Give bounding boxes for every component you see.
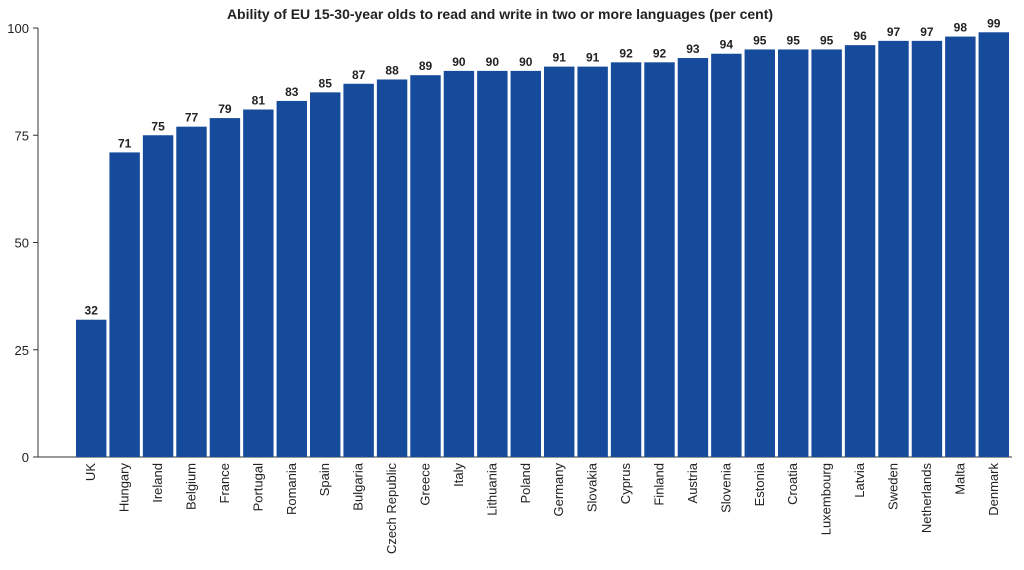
bar [310,92,341,457]
bar [343,83,374,458]
category-label: Denmark [986,463,1001,516]
category-label: Slovakia [585,462,600,512]
bar [510,70,541,458]
category-label: Belgium [184,463,199,510]
data-label: 94 [720,38,734,52]
category-label: Austria [685,462,700,503]
bar [410,75,441,457]
data-label: 89 [419,59,433,73]
y-tick-label: 25 [15,343,29,358]
category-label: Hungary [117,463,132,513]
category-label: Sweden [886,463,901,510]
bar [577,66,608,458]
bar [544,66,575,458]
category-label: Luxembourg [819,463,834,535]
bar [911,40,943,458]
data-label: 92 [653,46,667,60]
chart-title: Ability of EU 15-30-year olds to read an… [226,6,774,22]
category-label: Latvia [852,462,867,497]
bar [376,79,408,457]
category-label: Spain [317,463,332,496]
category-label: Romania [284,462,299,515]
category-label: Finland [652,463,667,506]
bar [778,49,809,457]
category-label: Greece [418,463,433,506]
y-tick-label: 75 [15,128,29,143]
bar [711,53,742,458]
category-label: Malta [952,462,967,495]
data-label: 91 [586,51,600,65]
bar [978,32,1009,457]
bar [610,62,642,457]
data-label: 83 [285,85,299,99]
bar [243,109,274,457]
data-label: 91 [553,51,567,65]
bar [276,100,307,458]
y-tick-label: 50 [15,236,29,251]
bar [443,70,475,458]
data-label: 79 [218,102,232,116]
category-label: Portugal [250,463,265,512]
category-label: Cyprus [618,463,633,505]
data-label: 71 [118,136,132,150]
bar [878,40,909,458]
category-label: Croatia [785,462,800,505]
bar [644,62,675,457]
data-label: 77 [185,111,199,125]
bar [844,45,876,457]
data-label: 88 [385,63,399,77]
bar [76,319,107,457]
data-label: 97 [887,25,901,39]
category-label: UK [83,463,98,481]
category-label: Czech Republic [384,463,399,555]
bar [811,49,842,457]
data-label: 95 [753,33,767,47]
category-label: France [217,463,232,503]
category-label: Slovenia [718,462,733,513]
category-label: Ireland [150,463,165,503]
bar [209,118,241,457]
data-label: 81 [252,94,266,108]
category-label: Netherlands [919,463,934,534]
data-label: 75 [151,119,165,133]
category-label: Germany [551,463,566,517]
data-label: 87 [352,68,366,82]
category-label: Estonia [752,462,767,506]
data-label: 90 [519,55,533,69]
data-label: 96 [853,29,867,43]
data-label: 97 [920,25,934,39]
data-label: 90 [452,55,466,69]
bar [176,126,207,458]
bar [677,58,709,457]
category-label: Poland [518,463,533,503]
data-label: 95 [787,33,801,47]
data-label: 95 [820,33,834,47]
y-tick-label: 0 [22,450,29,465]
category-label: Italy [451,463,466,487]
data-label: 93 [686,42,700,56]
category-label: Bulgaria [351,462,366,510]
data-label: 99 [987,16,1001,30]
bar [477,70,508,458]
data-label: 90 [486,55,500,69]
data-label: 85 [319,76,333,90]
data-label: 32 [85,304,99,318]
category-label: Lithuania [484,462,499,516]
y-tick-label: 100 [7,21,29,36]
bar [109,152,140,457]
data-label: 92 [619,46,633,60]
data-label: 98 [954,21,968,35]
bar [945,36,976,458]
bar [744,49,775,457]
bar [142,135,174,457]
